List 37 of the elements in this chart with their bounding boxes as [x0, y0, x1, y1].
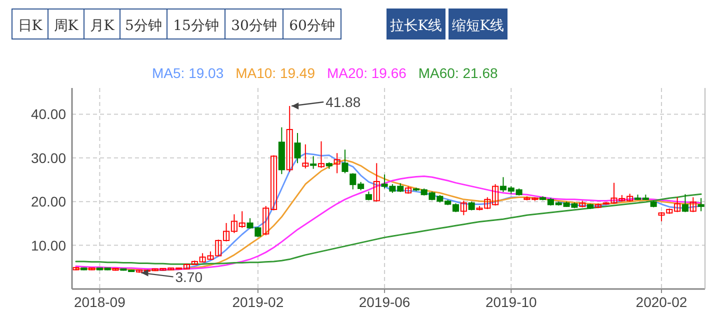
candlestick	[682, 194, 688, 213]
x-tick-label: 2018-09	[74, 294, 126, 310]
x-tick-label: 2019-02	[232, 294, 284, 310]
annotation: 3.70	[175, 268, 203, 285]
candlestick	[690, 196, 696, 213]
y-tick-label: 40.00	[30, 106, 66, 122]
text: 周K	[54, 18, 79, 34]
text: 30分钟	[231, 18, 277, 34]
candlestick	[286, 106, 293, 172]
candlestick	[342, 149, 348, 174]
x-tick-label: 2019-10	[485, 294, 538, 310]
candlestick	[373, 162, 380, 202]
candlestick	[698, 198, 704, 212]
text: 拉长K线	[390, 18, 442, 34]
y-tick-label: 20.00	[30, 194, 66, 210]
text: MA20: 19.66	[327, 65, 407, 81]
text: 日K	[18, 18, 43, 34]
candlestick	[460, 200, 467, 216]
text: 15分钟	[173, 18, 219, 34]
text: 月K	[90, 18, 115, 34]
candlestick	[334, 152, 340, 174]
candlestick	[302, 144, 309, 169]
candlestick	[294, 132, 301, 164]
candlestick	[310, 156, 317, 170]
y-tick-label: 30.00	[30, 150, 66, 166]
text: 5分钟	[125, 18, 162, 34]
y-tick-label: 10.00	[30, 237, 66, 254]
annotation: 41.88	[326, 94, 361, 110]
text: MA60: 21.68	[418, 65, 498, 81]
text: MA10: 19.49	[236, 65, 316, 81]
text: MA5: 19.03	[152, 65, 224, 81]
line-series	[75, 193, 702, 265]
text: 缩短K线	[452, 18, 504, 34]
x-tick-label: 2019-06	[358, 294, 410, 310]
x-tick-label: 2020-02	[636, 294, 688, 310]
candlestick	[318, 140, 325, 168]
text: 60分钟	[289, 18, 335, 34]
